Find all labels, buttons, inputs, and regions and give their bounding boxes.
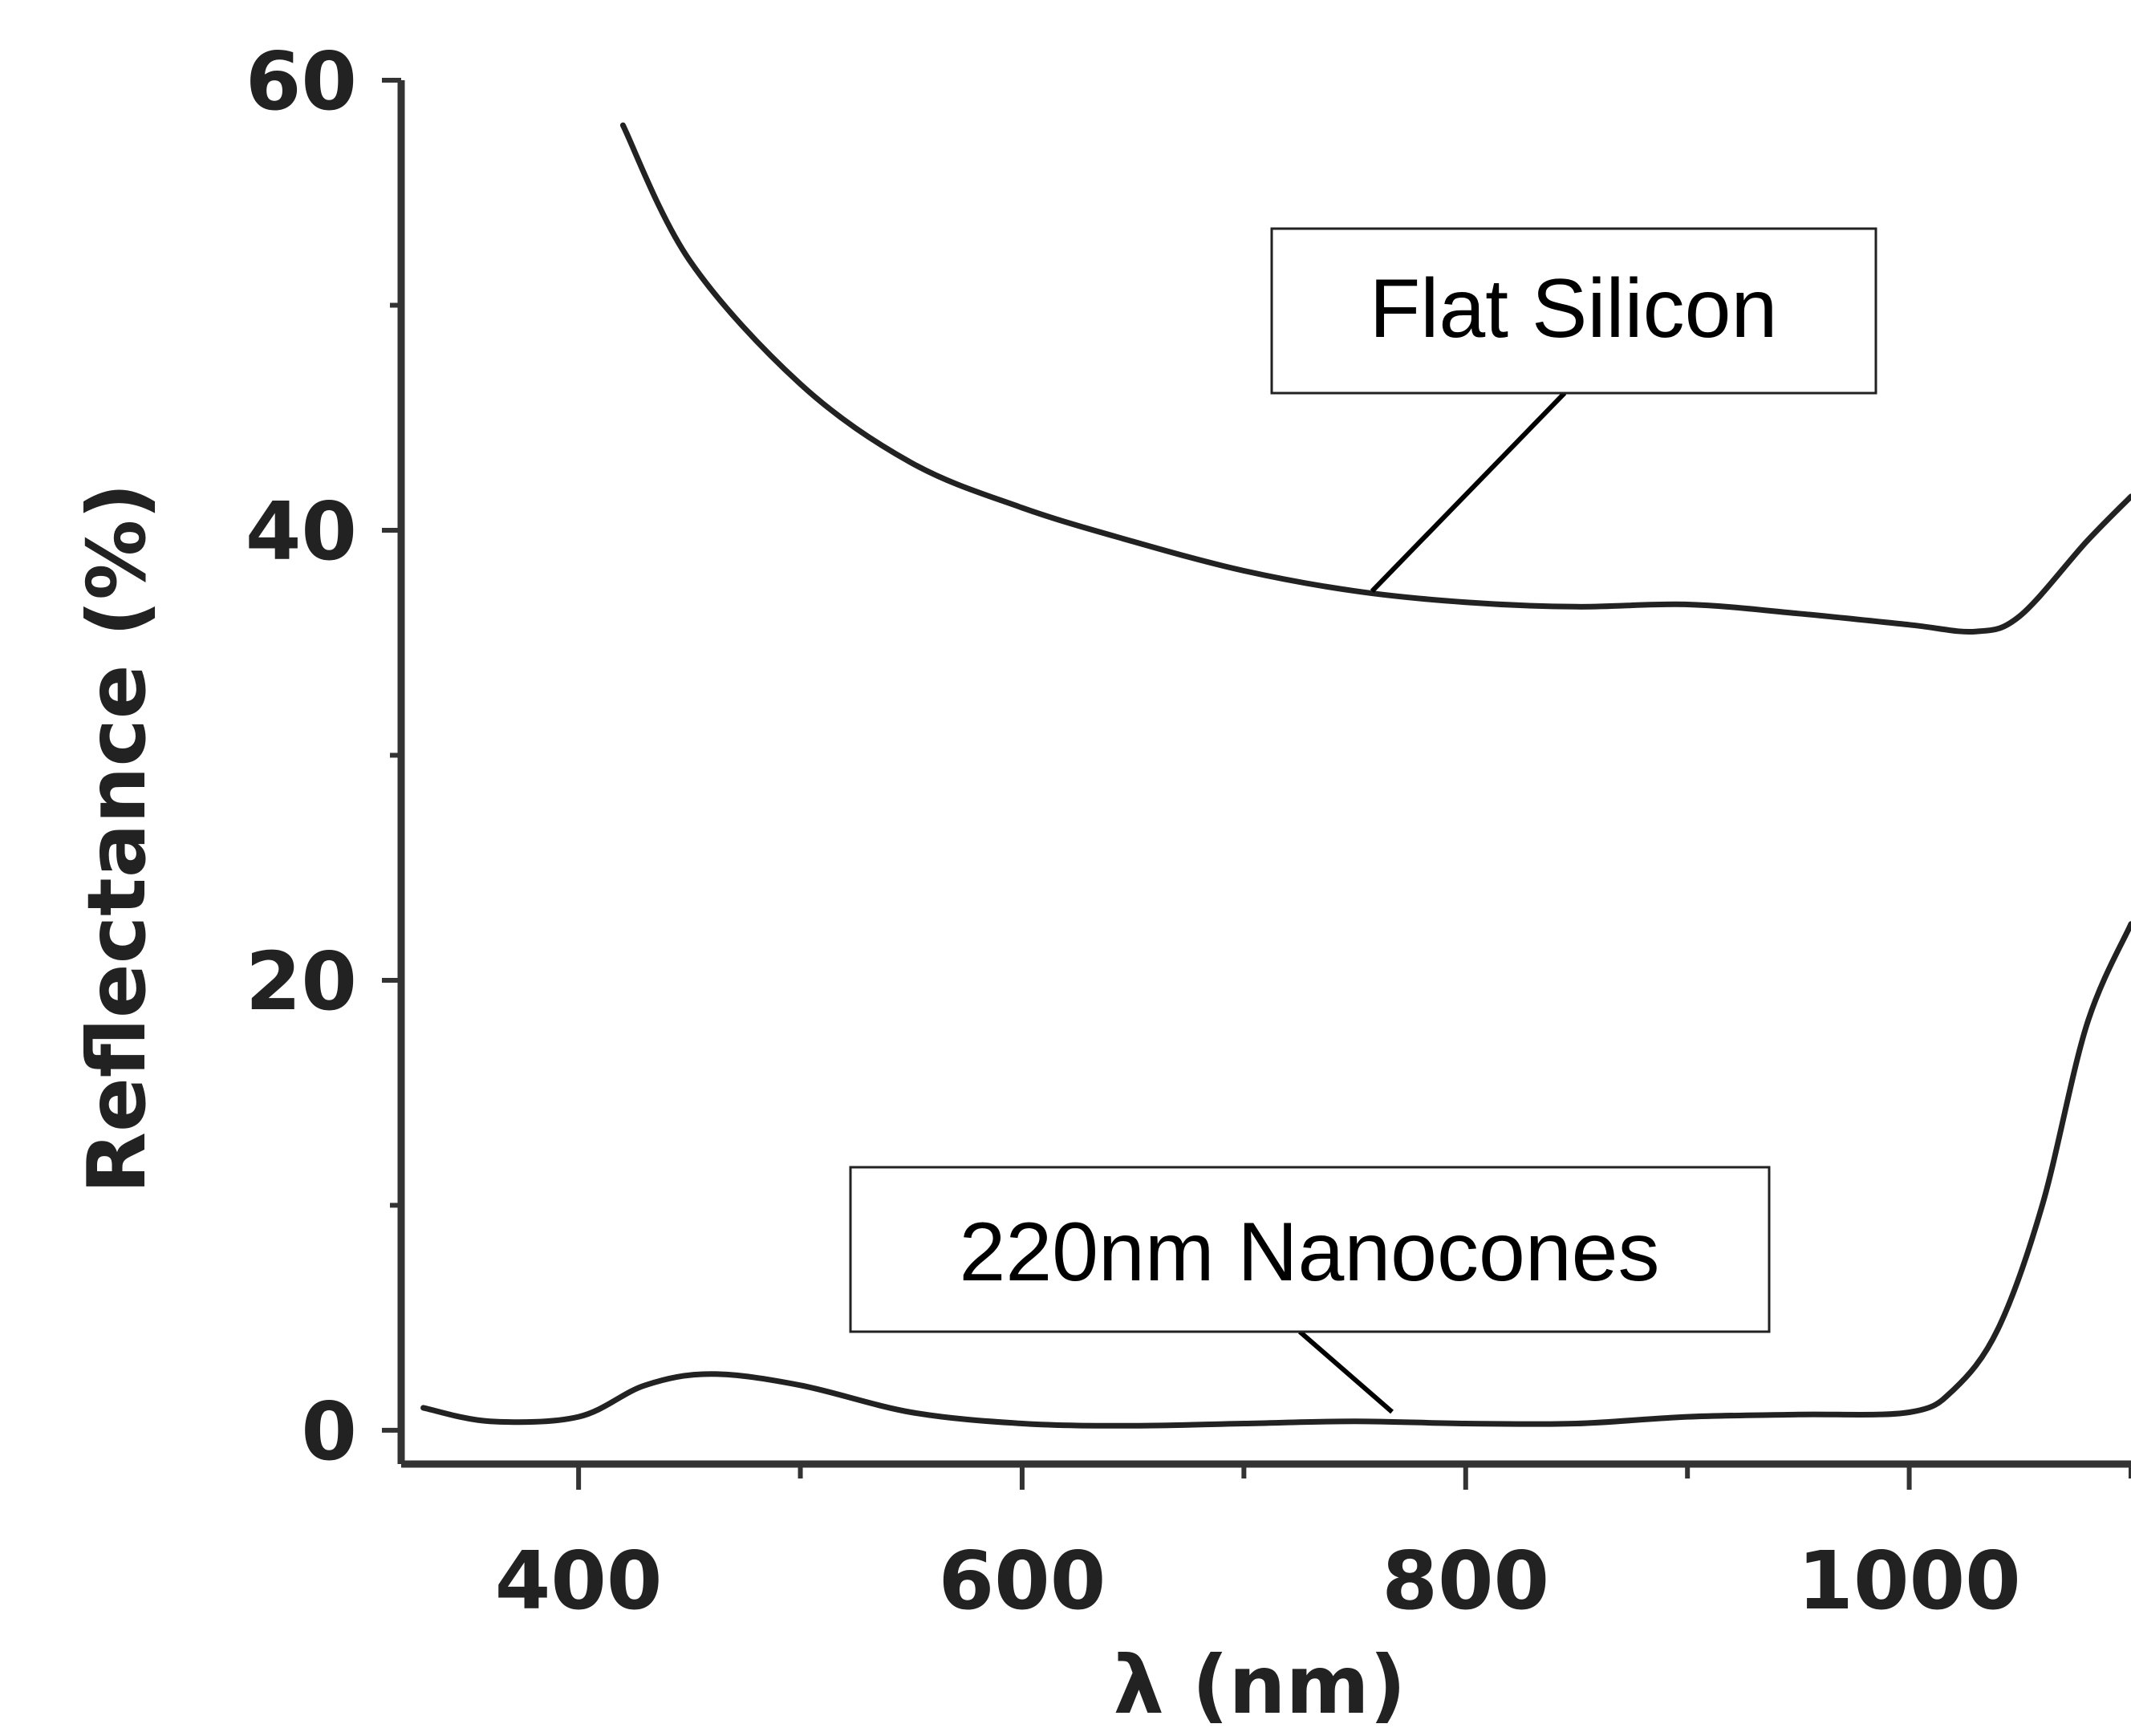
flat-silicon-leader-line [1372, 393, 1565, 591]
y-tick-label-60: 60 [246, 34, 357, 128]
y-tick-label-0: 0 [301, 1385, 357, 1478]
y-tick-label-20: 20 [246, 935, 357, 1028]
x-axis-title: λ (nm) [1114, 1638, 1406, 1732]
x-tick-label-400: 400 [495, 1534, 663, 1628]
nanocones-label: 220nm Nanocones [959, 1206, 1659, 1299]
nanocones-leader-line [1300, 1332, 1392, 1412]
x-tick-label-1000: 1000 [1797, 1534, 2020, 1628]
x-tick-label-800: 800 [1382, 1534, 1549, 1628]
y-axis-title: Reflectance (%) [70, 483, 164, 1194]
nanocones-annotation: 220nm Nanocones [850, 1167, 1769, 1412]
flat-silicon-label: Flat Silicon [1370, 262, 1778, 355]
flat-silicon-annotation: Flat Silicon [1272, 229, 1876, 591]
y-tick-label-40: 40 [246, 485, 357, 578]
x-tick-label-600: 600 [939, 1534, 1106, 1628]
